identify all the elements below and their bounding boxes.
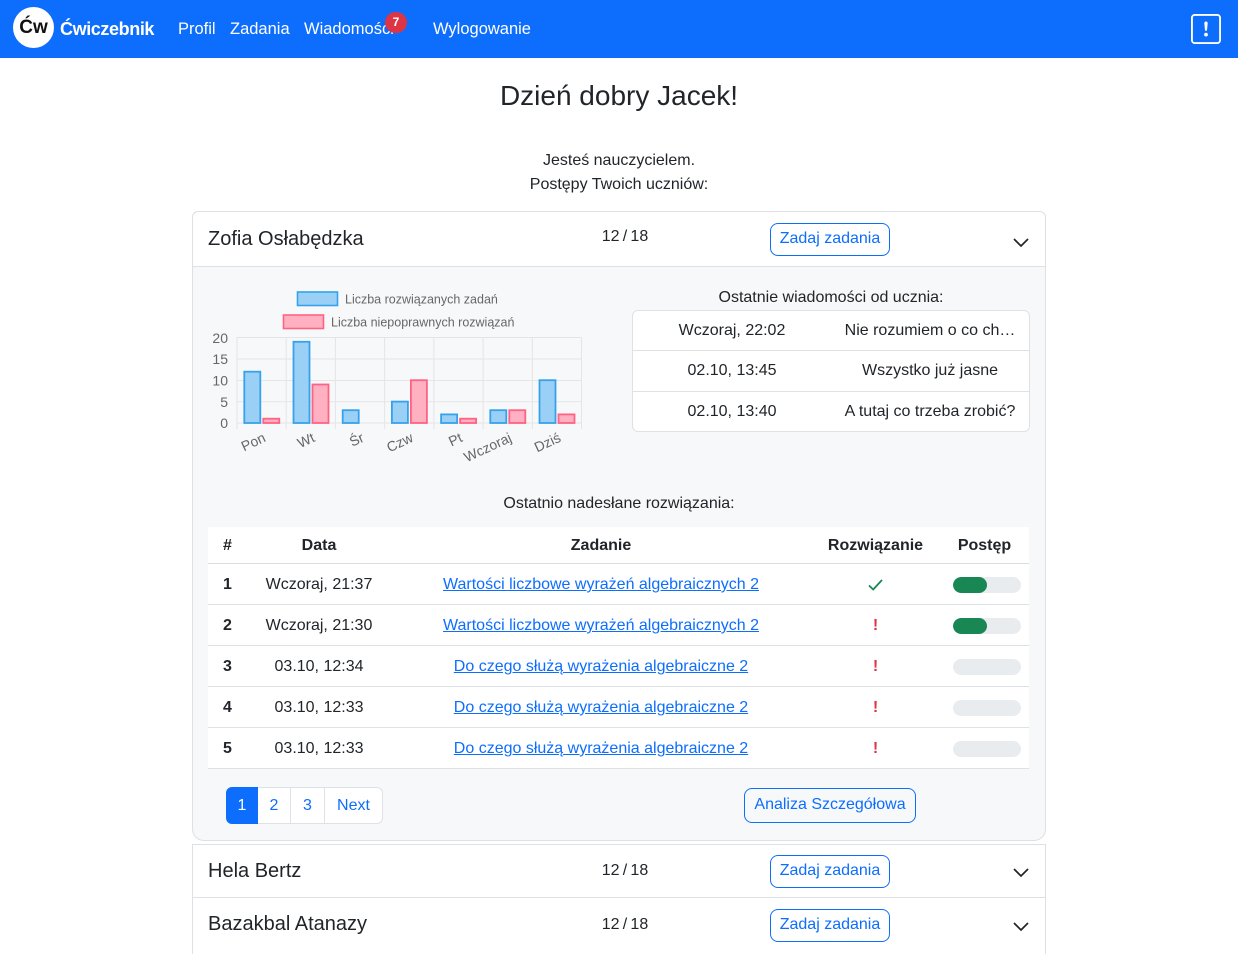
svg-text:Wt: Wt — [295, 429, 317, 451]
svg-text:Pon: Pon — [239, 429, 268, 454]
svg-text:Czw: Czw — [384, 429, 416, 455]
svg-text:Liczba niepoprawnych rozwiązań: Liczba niepoprawnych rozwiązań — [331, 316, 514, 330]
svg-text:Pt: Pt — [446, 429, 465, 449]
svg-text:Wczoraj: Wczoraj — [461, 429, 514, 465]
svg-text:20: 20 — [212, 330, 228, 346]
svg-text:Dziś: Dziś — [532, 429, 563, 455]
svg-text:Liczba rozwiązanych zadań: Liczba rozwiązanych zadań — [345, 293, 498, 307]
svg-text:10: 10 — [212, 373, 228, 389]
svg-text:Śr: Śr — [346, 428, 366, 449]
svg-text:5: 5 — [220, 394, 228, 410]
svg-text:0: 0 — [220, 415, 228, 431]
svg-text:15: 15 — [212, 351, 228, 367]
